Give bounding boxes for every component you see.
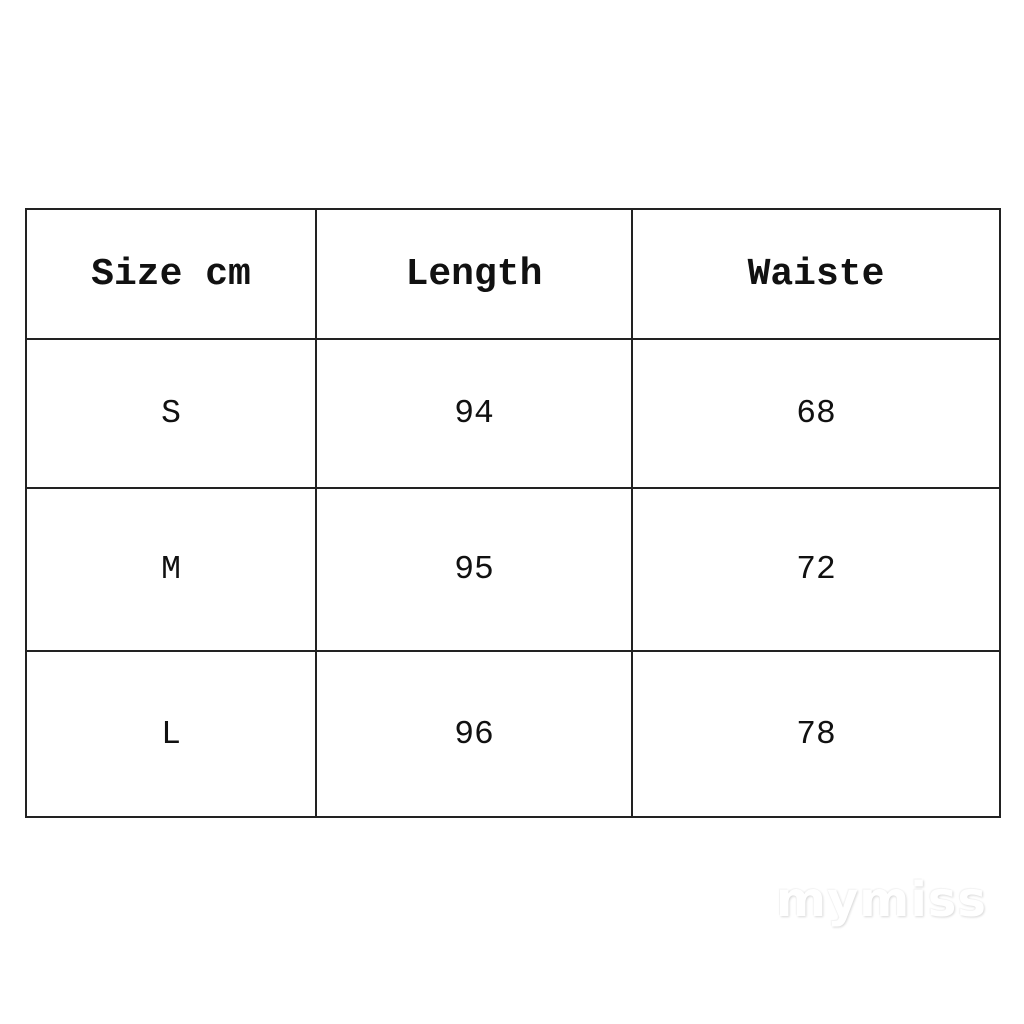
cell-size: L (25, 650, 317, 818)
table-row: M 95 72 (25, 487, 1001, 652)
header-size: Size cm (25, 208, 317, 340)
header-length: Length (315, 208, 633, 340)
cell-size: S (25, 338, 317, 489)
header-row: Size cm Length Waiste (25, 208, 1001, 340)
cell-length: 94 (315, 338, 633, 489)
header-waist: Waiste (631, 208, 1001, 340)
cell-waist: 72 (631, 487, 1001, 652)
cell-length: 96 (315, 650, 633, 818)
watermark: mymiss (776, 872, 987, 928)
cell-length: 95 (315, 487, 633, 652)
table-row: L 96 78 (25, 650, 1001, 818)
table-row: S 94 68 (25, 338, 1001, 489)
cell-waist: 68 (631, 338, 1001, 489)
cell-waist: 78 (631, 650, 1001, 818)
cell-size: M (25, 487, 317, 652)
size-chart-table: Size cm Length Waiste S 94 68 M 95 72 L … (25, 208, 1001, 818)
